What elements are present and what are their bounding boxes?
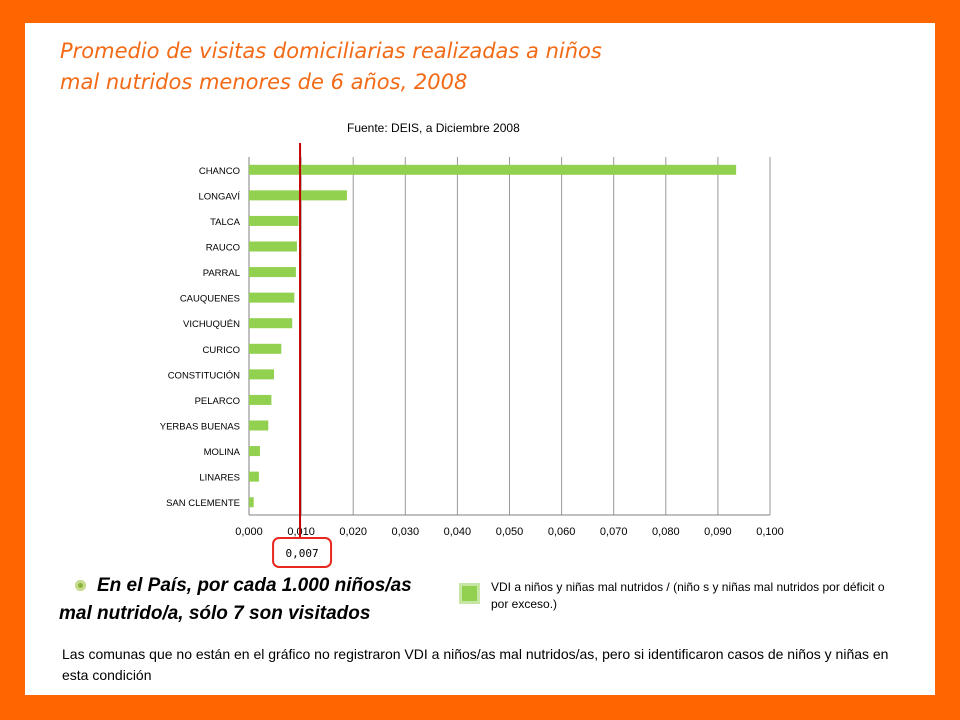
- category-label: MOLINA: [204, 447, 241, 458]
- legend-swatch: [459, 583, 480, 604]
- category-label: PARRAL: [203, 268, 240, 279]
- category-label: CURICO: [203, 345, 240, 356]
- reference-callout-box: [272, 537, 333, 568]
- x-tick-label: 0,050: [496, 526, 524, 538]
- x-tick-label: 0,010: [287, 526, 315, 538]
- bar: [249, 420, 269, 431]
- legend-label: VDI a niños y niñas mal nutridos / (niño…: [491, 580, 885, 611]
- x-tick-label: 0,080: [652, 526, 680, 538]
- chart-source: Fuente: DEIS, a Diciembre 2008: [347, 121, 520, 135]
- bar: [249, 292, 295, 303]
- category-label: CHANCO: [199, 166, 240, 177]
- footnote: Las comunas que no están en el gráfico n…: [62, 646, 889, 683]
- x-tick-label: 0,090: [704, 526, 732, 538]
- bar: [249, 369, 275, 380]
- category-label: CAUQUENES: [180, 294, 240, 305]
- x-tick-label: 0,020: [339, 526, 367, 538]
- bar: [249, 497, 254, 508]
- title-line-2: mal nutridos menores de 6 años, 2008: [60, 70, 468, 94]
- category-label: SAN CLEMENTE: [166, 498, 240, 509]
- x-tick-label: 0,040: [444, 526, 472, 538]
- bar: [249, 394, 272, 405]
- chart-title: Promedio de visitas domiciliarias realiz…: [60, 36, 860, 98]
- x-tick-label: 0,030: [392, 526, 420, 538]
- bar: [249, 267, 296, 278]
- category-label: TALCA: [210, 217, 241, 228]
- bar: [249, 318, 293, 329]
- highlight-callout: En el País, por cada 1.000 niños/as mal …: [59, 572, 412, 628]
- bar: [249, 471, 259, 482]
- category-label: LINARES: [199, 473, 240, 484]
- highlight-line-2: mal nutrido/a, sólo 7 son visitados: [59, 603, 371, 624]
- category-label: PELARCO: [195, 396, 240, 407]
- highlight-line-1: En el País, por cada 1.000 niños/as: [97, 575, 412, 596]
- x-tick-label: 0,000: [235, 526, 263, 538]
- x-tick-label: 0,100: [756, 526, 784, 538]
- category-label: VICHUQUÉN: [183, 319, 240, 330]
- category-label: CONSTITUCIÓN: [168, 370, 240, 381]
- bar: [249, 241, 297, 252]
- category-label: LONGAVÍ: [198, 191, 240, 202]
- bar: [249, 343, 282, 354]
- bar: [249, 190, 347, 201]
- bar: [249, 215, 299, 226]
- x-tick-label: 0,070: [600, 526, 628, 538]
- category-label: YERBAS BUENAS: [160, 422, 240, 433]
- category-label: RAUCO: [206, 243, 240, 254]
- title-line-1: Promedio de visitas domiciliarias realiz…: [60, 39, 602, 63]
- bar: [249, 446, 260, 457]
- x-tick-label: 0,060: [548, 526, 576, 538]
- reference-label: 0,007: [285, 547, 318, 560]
- bullet-icon: [75, 580, 86, 591]
- slide-panel: [25, 23, 935, 695]
- bar: [249, 164, 737, 175]
